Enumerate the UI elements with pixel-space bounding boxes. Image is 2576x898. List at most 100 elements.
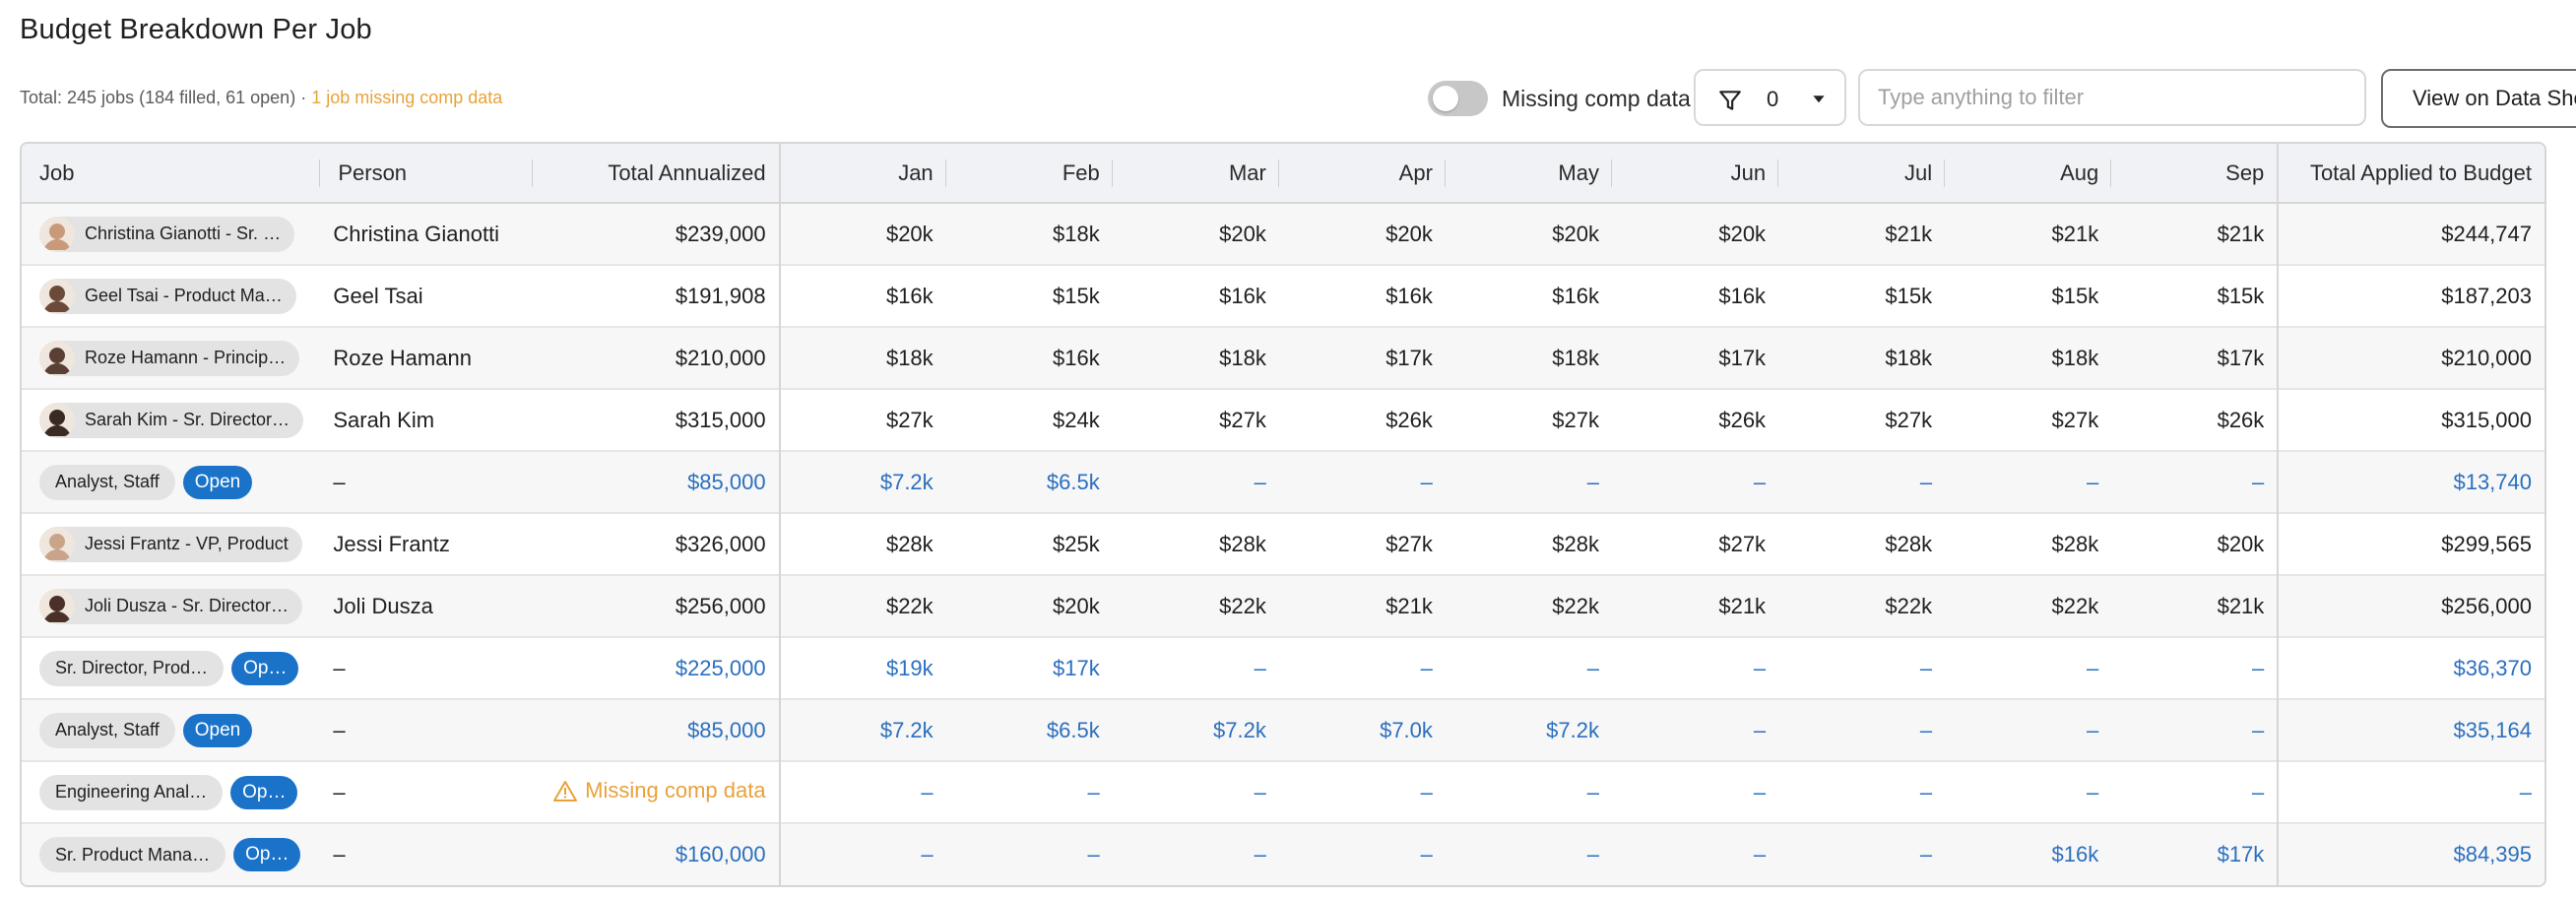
table-row[interactable]: Sr. Product Mana… Op… – $160,000 – – – – – – – $16k…	[22, 823, 2544, 885]
job-chip[interactable]: Sr. Product Mana…	[39, 837, 226, 872]
job-chip[interactable]: Geel Tsai - Product Ma…	[39, 278, 296, 314]
warning-icon	[553, 780, 578, 802]
month-value: –	[1753, 469, 1767, 494]
month-cell: $28k	[780, 513, 946, 575]
column-header-person[interactable]: Person	[320, 144, 533, 204]
table-row[interactable]: Analyst, Staff Open – $85,000 $7.2k $6.5k $7.2…	[22, 699, 2544, 761]
month-cell: –	[1778, 823, 1945, 885]
column-header-jun[interactable]: Jun	[1611, 144, 1779, 204]
month-value: –	[1254, 469, 1266, 494]
table-row[interactable]: Engineering Anal… Op… – Missing comp data – –…	[22, 761, 2544, 823]
month-value: –	[2252, 779, 2265, 804]
missing-comp-link[interactable]: 1 job missing comp data	[311, 88, 503, 107]
person-cell: Jessi Frantz	[320, 513, 532, 575]
month-cell: $27k	[780, 389, 946, 451]
column-header-job[interactable]: Job	[22, 144, 321, 204]
job-chip[interactable]: Roze Hamann - Princip…	[39, 340, 300, 376]
month-cell: $25k	[946, 513, 1113, 575]
job-chip[interactable]: Analyst, Staff	[39, 464, 175, 500]
month-cell: $27k	[1612, 513, 1778, 575]
month-value: –	[2086, 779, 2099, 804]
open-status-badge: Op…	[231, 651, 299, 685]
table-row[interactable]: Geel Tsai - Product Ma… Geel Tsai $191,908…	[22, 265, 2544, 327]
column-header-jan[interactable]: Jan	[779, 144, 946, 204]
month-cell: –	[1279, 451, 1446, 513]
month-cell: $21k	[1612, 575, 1778, 637]
total-annualized-cell: $210,000	[532, 327, 781, 389]
job-chip[interactable]: Jessi Frantz - VP, Product	[39, 526, 302, 562]
job-chip[interactable]: Sr. Director, Prod…	[39, 650, 225, 686]
toolbar: Missing comp data 0 View on Data Sheet	[1428, 69, 2576, 128]
table-row[interactable]: Christina Gianotti - Sr. … Christina Gian…	[22, 203, 2544, 265]
missing-comp-toggle[interactable]	[1428, 81, 1488, 116]
month-cell: $28k	[1113, 513, 1279, 575]
total-applied-cell: $244,747	[2278, 203, 2544, 265]
month-value: $26k	[1385, 407, 1433, 432]
table-row[interactable]: Analyst, Staff Open – $85,000 $7.2k $6.5k – – – –…	[22, 451, 2544, 513]
column-header-jul[interactable]: Jul	[1778, 144, 1946, 204]
job-cell: Sarah Kim - Sr. Director…	[22, 389, 320, 451]
month-cell: –	[2111, 637, 2280, 699]
table-row[interactable]: Jessi Frantz - VP, Product Jessi Frantz $3…	[22, 513, 2544, 575]
column-divider	[1111, 160, 1113, 187]
month-cell: $27k	[1446, 389, 1612, 451]
job-chip[interactable]: Christina Gianotti - Sr. …	[39, 216, 295, 252]
person-name: Roze Hamann	[333, 345, 472, 370]
month-cell: $7.0k	[1279, 699, 1446, 761]
month-value: $19k	[885, 655, 934, 680]
column-header-feb[interactable]: Feb	[945, 144, 1113, 204]
month-value: $16k	[1053, 345, 1100, 370]
job-cell: Jessi Frantz - VP, Product	[22, 513, 320, 575]
filter-input[interactable]	[1858, 69, 2366, 126]
month-cell: $22k	[780, 575, 946, 637]
total-applied-value: $244,747	[2441, 221, 2532, 246]
column-divider	[944, 160, 946, 187]
month-value: $15k	[2217, 283, 2265, 308]
month-cell: –	[1612, 451, 1778, 513]
month-cell: $7.2k	[1446, 699, 1612, 761]
month-value: –	[1919, 779, 1933, 804]
month-value: $18k	[1053, 221, 1100, 246]
view-data-sheet-button[interactable]: View on Data Sheet	[2381, 69, 2576, 128]
job-chip[interactable]: Sarah Kim - Sr. Director…	[39, 402, 304, 438]
month-value: –	[1586, 469, 1599, 494]
month-value: –	[2252, 717, 2265, 742]
month-cell: $15k	[946, 265, 1113, 327]
column-divider	[2110, 160, 2112, 187]
month-cell: –	[780, 761, 946, 823]
month-value: $21k	[1885, 221, 1933, 246]
column-header-may[interactable]: May	[1445, 144, 1612, 204]
month-cell: $26k	[1279, 389, 1446, 451]
avatar	[39, 402, 75, 438]
table-row[interactable]: Joli Dusza - Sr. Director… Joli Dusza $256…	[22, 575, 2544, 637]
total-applied-value: –	[2519, 779, 2532, 804]
month-value: –	[2252, 469, 2265, 494]
month-cell: –	[1279, 761, 1446, 823]
column-header-apr[interactable]: Apr	[1278, 144, 1446, 204]
month-value: $28k	[885, 531, 934, 556]
job-title: Roze Hamann - Princip…	[85, 348, 287, 367]
table-row[interactable]: Sr. Director, Prod… Op… – $225,000 $19k $17k –…	[22, 637, 2544, 699]
month-value: $17k	[1718, 345, 1767, 370]
column-header-sep[interactable]: Sep	[2111, 144, 2280, 204]
job-chip[interactable]: Analyst, Staff	[39, 712, 175, 748]
column-header-total-applied[interactable]: Total Applied to Budget	[2278, 144, 2544, 204]
job-chip[interactable]: Joli Dusza - Sr. Director…	[39, 588, 303, 624]
month-value: –	[1254, 655, 1266, 680]
column-header-total-annualized[interactable]: Total Annualized	[532, 144, 781, 204]
month-value: $20k	[1718, 221, 1767, 246]
month-value: $15k	[2051, 283, 2099, 308]
total-applied-value: $13,740	[2453, 469, 2532, 494]
job-title: Christina Gianotti - Sr. …	[85, 224, 282, 243]
filter-count: 0	[1767, 87, 1779, 111]
filter-button[interactable]: 0	[1694, 69, 1846, 126]
total-applied-cell: $210,000	[2278, 327, 2544, 389]
month-cell: –	[2111, 451, 2280, 513]
month-value: –	[1420, 842, 1433, 866]
table-row[interactable]: Sarah Kim - Sr. Director… Sarah Kim $315,0…	[22, 389, 2544, 451]
job-chip[interactable]: Engineering Anal…	[39, 774, 224, 810]
column-header-mar[interactable]: Mar	[1112, 144, 1279, 204]
column-header-aug[interactable]: Aug	[1945, 144, 2112, 204]
table-row[interactable]: Roze Hamann - Princip… Roze Hamann $210,00…	[22, 327, 2544, 389]
total-annualized-value: $210,000	[675, 345, 766, 370]
